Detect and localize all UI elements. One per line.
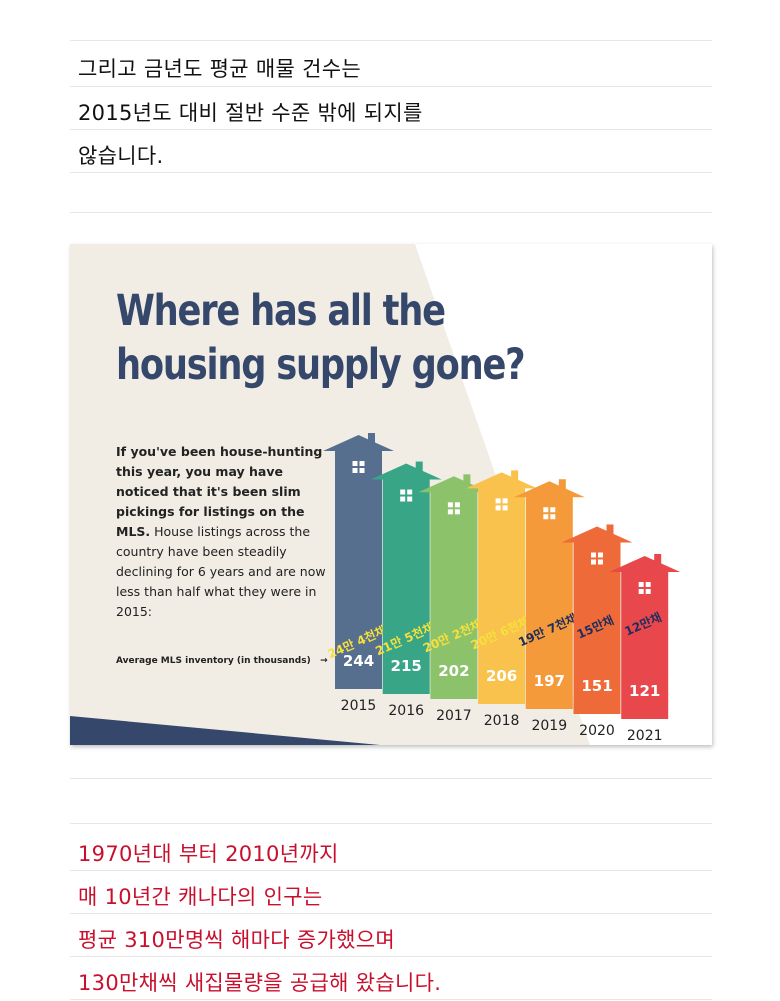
year-tick-label: 2015 — [341, 698, 377, 714]
divider — [70, 823, 712, 824]
chimney-2021 — [654, 553, 662, 566]
divider — [70, 172, 712, 173]
window-pane — [645, 588, 651, 594]
bar-house-2020 — [573, 540, 621, 714]
window-pane — [550, 514, 556, 520]
window-pane — [543, 514, 549, 520]
chimney-2018 — [511, 470, 519, 483]
bar-house-2019 — [525, 495, 573, 709]
divider — [70, 40, 712, 41]
bar-house-2017 — [430, 490, 478, 699]
window-pane — [550, 507, 556, 513]
inventory-label: Average MLS inventory (in thousands) → — [116, 656, 328, 666]
window-pane — [352, 461, 358, 466]
window-pane — [495, 505, 501, 511]
year-tick-label: 2017 — [436, 708, 472, 724]
window-pane — [407, 496, 413, 502]
intro-line-2: 2015년도 대비 절반 수준 밖에 되지를 — [78, 101, 423, 125]
window-pane — [591, 552, 596, 558]
closing-line-4: 130만채씩 새집물량을 공급해 왔습니다. — [78, 971, 442, 995]
bar-value-label: 215 — [391, 657, 422, 675]
window-pane — [502, 505, 508, 511]
background-navy-shape — [70, 716, 380, 745]
inventory-label-text: Average MLS inventory (in thousands) — [116, 656, 311, 666]
closing-line-3: 평균 310만명씩 해마다 증가했으며 — [78, 928, 395, 952]
window-pane — [447, 509, 453, 515]
window-pane — [359, 468, 365, 473]
bar-value-label: 206 — [486, 667, 517, 685]
chimney-2015 — [368, 433, 375, 445]
divider — [70, 86, 712, 87]
window-pane — [543, 507, 549, 513]
closing-line-1: 1970년대 부터 2010년까지 — [78, 842, 339, 866]
bar-house-2015 — [335, 449, 382, 689]
chimney-2016 — [415, 461, 423, 474]
closing-line-2: 매 10년간 캐나다의 인구는 — [78, 885, 323, 909]
bar-value-label: 121 — [629, 682, 660, 700]
window-pane — [638, 588, 644, 594]
house-roof-2016 — [370, 463, 442, 480]
window-pane — [447, 502, 453, 508]
chart-title-line-2: housing supply gone? — [116, 340, 526, 390]
bar-value-label: 151 — [581, 677, 612, 695]
window-pane — [407, 489, 413, 495]
divider — [70, 778, 712, 779]
bar-value-label: 197 — [534, 672, 565, 690]
bar-house-2016 — [382, 477, 430, 694]
divider — [70, 212, 712, 213]
bar-house-2021 — [621, 569, 669, 719]
window-pane — [638, 581, 644, 587]
year-tick-label: 2016 — [388, 703, 424, 719]
chimney-2020 — [606, 524, 614, 537]
intro-line-3: 않습니다. — [78, 144, 164, 168]
chart-title-line-1: Where has all the — [116, 286, 446, 336]
divider — [70, 999, 712, 1000]
bar-value-label: 244 — [343, 652, 374, 670]
bar-house-2018 — [478, 486, 526, 704]
window-pane — [454, 509, 460, 515]
window-pane — [359, 461, 365, 466]
house-roof-2021 — [609, 555, 681, 572]
window-pane — [400, 489, 406, 495]
house-roof-2015 — [323, 435, 394, 451]
infographic-intro: If you've been house-hunting this year, … — [116, 442, 334, 622]
house-roof-2020 — [561, 526, 633, 543]
house-roof-2018 — [466, 472, 538, 489]
window-pane — [352, 468, 358, 473]
window-pane — [598, 552, 603, 558]
window-pane — [502, 498, 508, 504]
year-tick-label: 2021 — [627, 728, 663, 744]
window-pane — [591, 559, 596, 565]
window-pane — [454, 502, 460, 508]
window-pane — [598, 559, 603, 565]
window-pane — [645, 581, 651, 587]
right-arrow-icon: → — [320, 656, 328, 666]
divider — [70, 870, 712, 871]
window-pane — [495, 498, 501, 504]
house-roof-2019 — [513, 481, 585, 498]
bar-value-label: 202 — [438, 662, 469, 680]
chimney-2017 — [463, 474, 471, 487]
intro-line-1: 그리고 금년도 평균 매물 건수는 — [78, 57, 361, 81]
divider — [70, 956, 712, 957]
housing-supply-infographic: 244 2015 24만 4천채 215 2016 21만 5천채 202 2017 20만 2… — [70, 244, 712, 745]
divider — [70, 913, 712, 914]
year-tick-label: 2018 — [484, 713, 520, 729]
intro-regular: House listings across the country have b… — [116, 524, 326, 619]
year-tick-label: 2019 — [531, 718, 567, 734]
intro-bold: If you've been house-hunting this year, … — [116, 444, 323, 539]
window-pane — [400, 496, 406, 502]
year-tick-label: 2020 — [579, 723, 615, 739]
chimney-2019 — [558, 479, 566, 492]
divider — [70, 129, 712, 130]
